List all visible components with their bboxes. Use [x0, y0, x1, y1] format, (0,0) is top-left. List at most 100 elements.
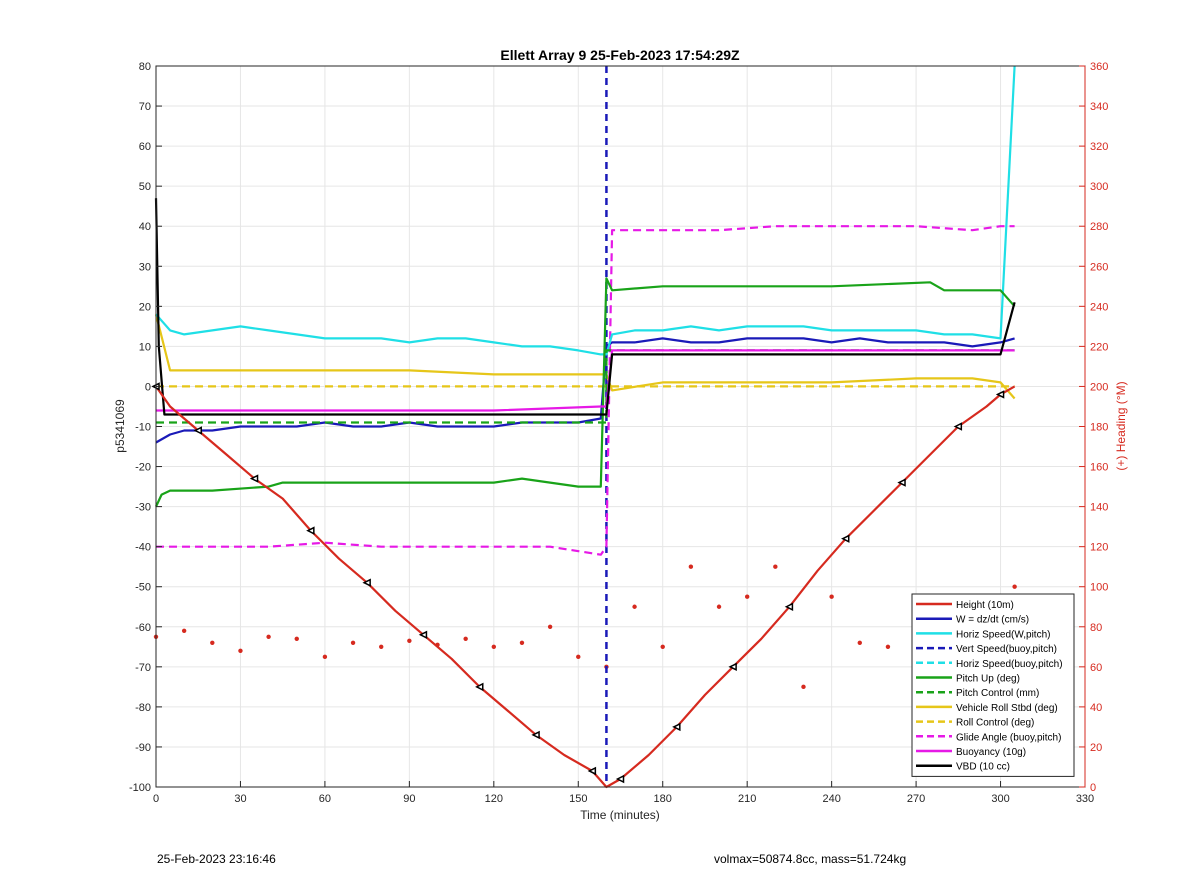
heading-point — [660, 644, 665, 650]
y2-tick-label: 180 — [1090, 422, 1108, 434]
heading-point — [688, 564, 694, 569]
y-tick-label: 30 — [139, 261, 151, 273]
x-tick-label: 120 — [485, 793, 503, 805]
y2-tick-label: 140 — [1090, 502, 1108, 514]
legend-label: Horiz Speed(buoy,pitch) — [956, 659, 1063, 670]
series-vbd-10-cc — [154, 198, 1016, 416]
series-pitch-up-deg — [155, 277, 1016, 508]
y-tick-label: 80 — [139, 61, 151, 73]
depth-marker — [672, 722, 681, 732]
series-w-dz-dt-cm-s — [155, 337, 1015, 444]
y-tick-label: 70 — [139, 101, 151, 113]
y-tick-label: -20 — [135, 462, 151, 474]
heading-point — [181, 628, 187, 633]
series-horiz-speed-w-pitch — [155, 65, 1016, 356]
legend-label: Pitch Control (mm) — [956, 688, 1039, 699]
heading-point — [547, 624, 553, 629]
heading-point — [210, 640, 215, 645]
y-tick-label: -60 — [135, 622, 151, 634]
y2-axis-label: (+) Heading (°M) — [1114, 381, 1128, 470]
y-tick-label: 40 — [139, 221, 151, 233]
depth-markers — [151, 382, 1005, 784]
depth-marker — [841, 534, 850, 543]
y-tick-label: -70 — [135, 662, 151, 674]
y2-tick-label: 120 — [1090, 542, 1108, 554]
depth-marker — [728, 662, 737, 672]
y2-tick-label: 60 — [1090, 662, 1102, 674]
y2-tick-label: 200 — [1090, 381, 1108, 393]
y-tick-label: -80 — [135, 702, 151, 714]
heading-point — [829, 594, 834, 599]
depth-marker — [193, 426, 202, 435]
depth-marker — [475, 682, 484, 692]
footer-timestamp: 25-Feb-2023 23:16:46 — [157, 852, 276, 866]
heading-point — [350, 640, 356, 645]
y2-tick-label: 160 — [1090, 462, 1108, 474]
legend-label: VBD (10 cc) — [956, 762, 1010, 773]
x-tick-label: 60 — [319, 793, 331, 805]
depth-marker — [953, 422, 963, 431]
legend-label: Roll Control (deg) — [956, 718, 1034, 729]
series-pitch-control-mm — [156, 349, 1015, 424]
heading-point — [379, 644, 384, 650]
legend-label: Horiz Speed(W,pitch) — [956, 629, 1050, 640]
y-tick-label: 20 — [139, 301, 151, 313]
y-tick-label: -10 — [135, 422, 151, 434]
depth-marker — [615, 774, 625, 784]
series-height-10m — [155, 385, 1016, 789]
y2-tick-label: 340 — [1090, 101, 1108, 113]
x-tick-label: 90 — [403, 793, 415, 805]
chart-title: Ellett Array 9 25-Feb-2023 17:54:29Z — [500, 47, 740, 63]
x-axis-label: Time (minutes) — [580, 808, 660, 822]
x-tick-label: 210 — [738, 793, 756, 805]
y2-tick-label: 240 — [1090, 301, 1108, 313]
y-axis-left: -100-90-80-70-60-50-40-30-20-10010203040… — [129, 61, 162, 794]
heading-point — [632, 604, 637, 609]
depth-marker — [418, 630, 428, 640]
heading-point — [716, 604, 722, 609]
y-tick-label: -50 — [135, 582, 151, 594]
heading-point — [491, 644, 497, 650]
y-tick-label: -40 — [135, 542, 151, 554]
legend-label: W = dz/dt (cm/s) — [956, 615, 1029, 626]
heading-point — [463, 636, 468, 641]
y2-tick-label: 80 — [1090, 622, 1102, 634]
depth-marker — [784, 602, 794, 611]
heading-point — [773, 564, 778, 569]
heading-point — [322, 654, 328, 660]
y2-tick-label: 260 — [1090, 261, 1108, 273]
heading-point — [744, 594, 750, 599]
depth-marker — [897, 478, 906, 487]
heading-point — [407, 638, 412, 643]
depth-marker — [531, 730, 540, 740]
y-tick-label: 10 — [139, 341, 151, 353]
x-tick-label: 0 — [153, 793, 159, 805]
footer-info: volmax=50874.8cc, mass=51.724kg — [714, 852, 907, 866]
depth-marker — [587, 766, 597, 776]
depth-marker — [249, 474, 259, 483]
y-tick-label: -30 — [135, 502, 151, 514]
y2-tick-label: 20 — [1090, 742, 1102, 754]
heading-point — [1012, 584, 1017, 589]
legend-label: Glide Angle (buoy,pitch) — [956, 732, 1061, 743]
y-axis-label: p5341069 — [113, 399, 127, 453]
heading-point — [519, 640, 525, 645]
y2-tick-label: 360 — [1090, 61, 1108, 73]
x-tick-label: 150 — [569, 793, 587, 805]
x-tick-label: 240 — [822, 793, 840, 805]
y-tick-label: -100 — [129, 782, 151, 794]
heading-point — [576, 654, 581, 660]
heading-point — [857, 640, 862, 645]
y2-tick-label: 100 — [1090, 582, 1108, 594]
y2-tick-label: 40 — [1090, 702, 1102, 714]
depth-marker — [995, 390, 1005, 399]
legend-label: Vehicle Roll Stbd (deg) — [956, 703, 1058, 714]
x-tick-label: 330 — [1076, 793, 1094, 805]
depth-marker — [362, 578, 371, 587]
y2-tick-label: 300 — [1090, 181, 1108, 193]
heading-point — [266, 634, 271, 639]
series-layer — [153, 65, 1017, 789]
depth-marker — [306, 526, 315, 535]
y-tick-label: 0 — [145, 381, 151, 393]
y-tick-label: 50 — [139, 181, 151, 193]
